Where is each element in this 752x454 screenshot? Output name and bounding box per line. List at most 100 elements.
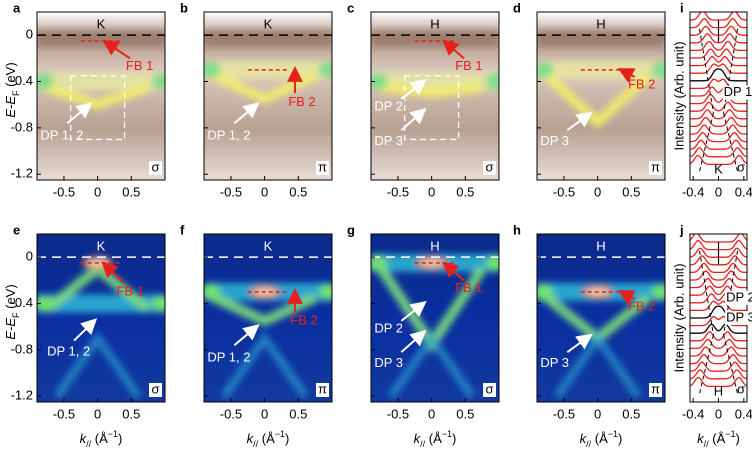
y-label-part: F — [11, 312, 21, 318]
annotation: FB 1 — [116, 283, 143, 298]
spectrum-curve — [690, 338, 747, 350]
pol-box — [316, 161, 329, 175]
x-tick-label: -0.5 — [387, 184, 409, 199]
x-tick-label: -0.5 — [553, 184, 575, 199]
pol-box — [149, 161, 162, 175]
heatmap — [204, 234, 332, 402]
x-tick-label: -0.5 — [220, 184, 242, 199]
edge-blob — [485, 73, 499, 90]
panel-letter: h — [513, 222, 521, 237]
pol-box — [149, 383, 162, 397]
x-axis-label: k// (Å−1) — [80, 429, 123, 449]
y-label-part: E-E — [3, 96, 18, 118]
x-tick-label: 0.5 — [289, 184, 307, 199]
v-band — [45, 82, 150, 110]
spectrum-curve — [690, 353, 747, 365]
point-label: K — [264, 16, 273, 31]
x-tick-label: 0 — [94, 406, 101, 421]
features — [37, 255, 165, 399]
arrow — [400, 329, 427, 353]
panel: Kσ e FB 1 DP 1, 2 -0.5 0 0.5 0 -0.4 -0.8 -1.2 k// (… — [3, 222, 166, 449]
x-label-part: // — [86, 439, 92, 449]
pol-box — [483, 161, 496, 175]
dispersion-guide — [699, 250, 714, 335]
spectrum-curve — [690, 131, 747, 143]
v-band — [380, 82, 483, 99]
polarization: σ — [485, 159, 493, 174]
arrow — [400, 107, 427, 131]
pol-box — [649, 383, 662, 397]
edge-blob — [151, 295, 165, 312]
spectrum-curve — [690, 376, 747, 388]
polarization: π — [318, 381, 327, 396]
features — [537, 29, 665, 129]
spectrum-curve — [690, 12, 747, 21]
x-tick-label: 0.5 — [122, 184, 140, 199]
x-label-part: ) — [285, 431, 289, 446]
polarization: σ — [737, 381, 745, 396]
frame — [536, 233, 666, 403]
arrow — [233, 324, 260, 346]
spectrum-curve — [690, 369, 747, 380]
x-label-part: (Å — [425, 431, 442, 446]
y-label-part: (eV) — [3, 62, 18, 90]
x-label-part: −1 — [108, 429, 118, 439]
pol-box — [316, 383, 329, 397]
spectrum-curve — [690, 154, 747, 166]
x-label-part: (Å — [91, 431, 108, 446]
y-label-part: F — [11, 90, 21, 96]
x-tick-label: 0.5 — [456, 184, 474, 199]
annotation: DP 1, 2 — [40, 127, 83, 142]
annotation: DP 3 — [540, 133, 569, 148]
x-tick-label: 0.4 — [735, 406, 752, 421]
x-label-part: −1 — [275, 429, 285, 439]
x-tick-label: -0.5 — [220, 406, 242, 421]
arrow — [566, 333, 593, 353]
x-tick-label: -0.4 — [682, 406, 704, 421]
spectrum-curve — [690, 101, 747, 112]
spectrum-curve — [690, 33, 747, 44]
top-shade — [371, 29, 499, 48]
polarization: π — [318, 159, 327, 174]
x-label-part: −1 — [725, 429, 735, 439]
edge-blob — [371, 73, 388, 90]
spectrum-curve — [690, 124, 747, 135]
panel: Hπ h FB 2 DP 3 -0.5 0 0.5 k// (Å−1) — [513, 222, 666, 449]
x-label-part: ) — [736, 431, 740, 446]
annotation: FB 1 — [455, 58, 482, 73]
spectrum-curve — [690, 147, 747, 158]
arrow — [400, 79, 427, 100]
panel-letter: b — [180, 0, 188, 15]
edge-blob — [204, 283, 221, 300]
top-shade — [537, 29, 665, 48]
spectrum-curve — [690, 323, 747, 334]
edge-blob — [151, 73, 165, 90]
x-label-part: // — [586, 439, 592, 449]
x-label-part: (Å — [591, 431, 608, 446]
polarization: σ — [737, 159, 745, 174]
x-label-part: ) — [452, 431, 456, 446]
x-tick-label: 0.5 — [622, 184, 640, 199]
annotation: FB 2 — [290, 312, 317, 327]
v-band — [212, 293, 318, 327]
spectrum-curve — [690, 94, 747, 105]
x-label-part: k — [580, 431, 588, 446]
x-tick-label: 0 — [594, 184, 601, 199]
features — [371, 253, 499, 399]
edge-blob — [485, 254, 499, 271]
y-tick-label: -0.4 — [11, 73, 33, 88]
y-tick-label: 0 — [26, 249, 33, 264]
frame — [36, 233, 166, 403]
arrow — [442, 261, 465, 282]
point-label: H — [596, 16, 605, 31]
heatmap — [37, 234, 165, 402]
dispersion-guide — [723, 334, 738, 394]
x-tick-label: 0 — [261, 184, 268, 199]
panel-letter: d — [513, 0, 521, 15]
frame — [370, 233, 500, 403]
panel: Kπ b FB 2 DP 1, 2 -0.5 0 0.5 — [180, 0, 333, 199]
annotation: DP 2 — [374, 320, 403, 335]
x-label-part: k — [697, 431, 705, 446]
point-label: K — [714, 161, 723, 176]
